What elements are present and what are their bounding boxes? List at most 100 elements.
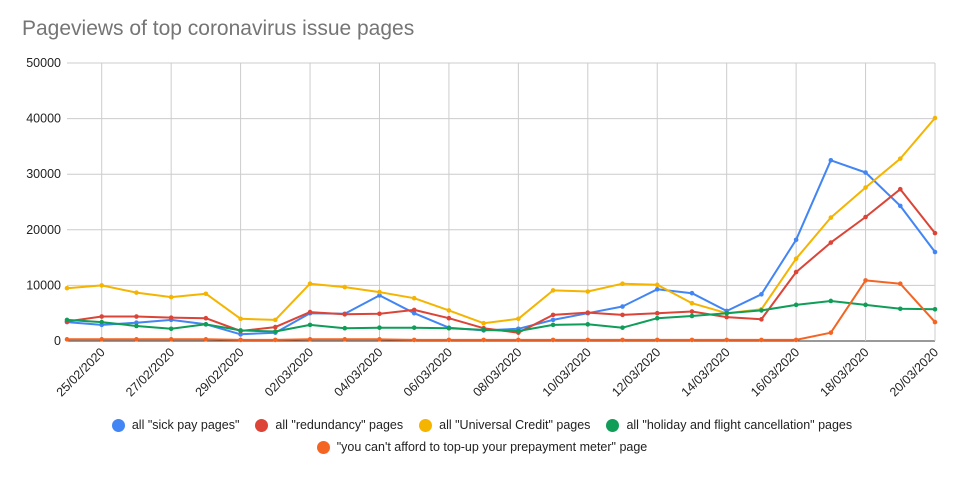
x-tick-label: 02/03/2020	[262, 345, 316, 399]
data-point	[550, 317, 556, 323]
data-point	[897, 156, 903, 161]
legend-marker	[606, 418, 620, 432]
data-point	[897, 203, 903, 209]
data-point	[724, 314, 729, 320]
data-point	[134, 290, 139, 295]
series-line	[66, 300, 936, 333]
data-point	[585, 337, 591, 343]
data-point	[377, 325, 382, 330]
data-point	[863, 170, 868, 175]
series-2	[64, 115, 938, 326]
data-point	[411, 307, 417, 313]
data-point	[585, 310, 591, 315]
data-point	[307, 309, 313, 315]
y-tick-label: 0	[54, 334, 61, 348]
legend: all "sick pay pages" all "redundancy" pag…	[0, 414, 964, 458]
data-point	[793, 256, 799, 262]
data-point	[307, 322, 313, 328]
legend-label: all "sick pay pages"	[131, 418, 240, 432]
x-tick-label: 12/03/2020	[609, 345, 663, 399]
data-point	[411, 310, 417, 316]
data-point	[759, 317, 764, 322]
legend-row: all "sick pay pages" all "redundancy" pag…	[0, 414, 964, 436]
x-tick-label: 16/03/2020	[748, 345, 802, 399]
legend-item[interactable]: "you can't afford to top-up your prepaym…	[316, 440, 647, 454]
data-point	[654, 337, 660, 343]
data-point	[481, 320, 486, 326]
data-point	[134, 320, 139, 325]
data-point	[64, 285, 70, 291]
x-tick-label: 06/03/2020	[401, 345, 455, 399]
data-point	[99, 283, 105, 288]
data-point	[273, 337, 278, 343]
data-point	[932, 115, 938, 121]
data-point	[897, 186, 903, 192]
data-point	[689, 290, 695, 296]
data-point	[793, 337, 799, 343]
data-point	[203, 291, 209, 297]
x-tick-label: 29/02/2020	[193, 345, 247, 399]
x-tick-label: 10/03/2020	[540, 345, 594, 399]
data-point	[654, 282, 660, 288]
data-point	[689, 337, 695, 343]
y-tick-label: 10000	[26, 278, 61, 292]
data-point	[307, 281, 313, 287]
legend-row: "you can't afford to top-up your prepaym…	[0, 436, 964, 458]
y-axis-ticks: 0 10000 20000 30000 40000 50000	[26, 56, 61, 348]
legend-label: all "redundancy" pages	[275, 418, 404, 432]
data-point	[620, 337, 625, 343]
data-point	[620, 312, 625, 318]
x-tick-label: 04/03/2020	[331, 345, 385, 399]
data-point	[64, 317, 70, 323]
data-point	[203, 337, 209, 342]
data-point	[446, 325, 452, 331]
x-tick-label: 27/02/2020	[123, 345, 177, 399]
data-point	[689, 309, 695, 314]
x-tick-label: 18/03/2020	[818, 345, 872, 399]
data-point	[863, 278, 868, 283]
data-point	[342, 312, 348, 317]
data-point	[585, 322, 591, 327]
data-point	[897, 306, 903, 312]
data-point	[828, 240, 834, 245]
data-point	[863, 302, 868, 308]
data-point	[168, 326, 174, 332]
data-point	[724, 310, 729, 316]
data-point	[550, 312, 556, 318]
data-point	[828, 298, 834, 304]
data-point	[342, 284, 348, 290]
data-point	[411, 337, 417, 343]
data-point	[620, 304, 625, 309]
series-1	[64, 186, 938, 335]
data-point	[377, 293, 382, 298]
legend-item[interactable]: all "redundancy" pages	[255, 418, 403, 432]
data-point	[481, 337, 486, 343]
data-point	[863, 185, 868, 190]
data-point	[932, 249, 938, 255]
data-point	[134, 337, 139, 342]
data-point	[238, 332, 243, 337]
data-point	[481, 327, 486, 333]
data-point	[897, 281, 903, 287]
data-point	[516, 337, 521, 343]
data-point	[446, 337, 452, 343]
data-point	[620, 281, 625, 287]
legend-label: all "holiday and flight cancellation" pa…	[626, 418, 853, 432]
data-point	[203, 322, 209, 327]
series-line	[66, 188, 936, 334]
data-point	[411, 295, 417, 301]
data-point	[516, 328, 521, 334]
data-point	[64, 337, 70, 342]
legend-item[interactable]: all "holiday and flight cancellation" pa…	[606, 418, 852, 432]
series-line	[67, 279, 936, 341]
data-point	[516, 316, 521, 322]
data-point	[411, 325, 417, 330]
data-point	[932, 307, 938, 312]
x-tick-label: 25/02/2020	[54, 345, 108, 399]
data-point	[273, 317, 278, 323]
data-point	[377, 337, 382, 342]
legend-item[interactable]: all "sick pay pages"	[111, 418, 240, 432]
data-point	[932, 319, 938, 325]
legend-item[interactable]: all "Universal Credit" pages	[419, 418, 590, 432]
